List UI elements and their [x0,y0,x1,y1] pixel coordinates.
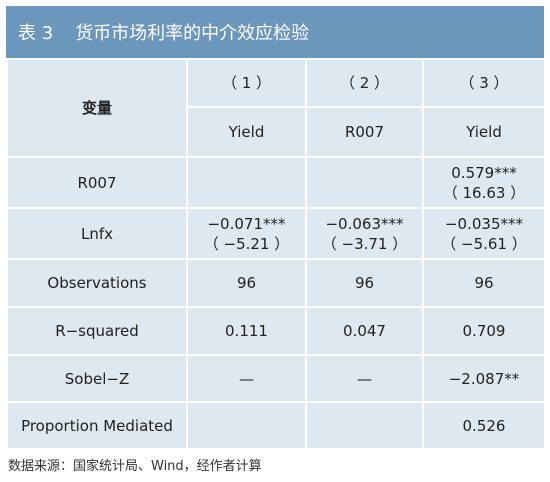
t-stat-value: （ 16.63 ） [442,183,526,202]
table-cell: 0.111 [186,306,307,356]
table-cell: 0.526 [422,401,546,450]
table-cell: −2.087** [422,354,546,403]
t-stat-value: （ −3.71 ） [321,234,408,253]
table-title: 表 3 货币市场利率的中介效应检验 [6,6,544,58]
col-dep-2: R007 [305,106,424,158]
table-cell: −0.071*** （ −5.21 ） [186,207,307,260]
table-row-sobel-z: Sobel−Z — — −2.087** [6,354,546,403]
col-dep-1: Yield [186,106,307,158]
table-cell: 96 [422,258,546,308]
table-cell [305,156,424,209]
table-cell [186,401,307,450]
table-cell [186,156,307,209]
col-dep-3: Yield [422,106,546,158]
coef-value: −0.035*** [444,214,523,233]
t-stat-value: （ −5.21 ） [203,234,290,253]
table-row-r007: R007 0.579*** （ 16.63 ） [6,156,546,209]
table-row-r-squared: R−squared 0.111 0.047 0.709 [6,306,546,356]
regression-table: 变量 （ 1 ） （ 2 ） （ 3 ） Yield R007 Yield R0… [6,58,546,450]
table-cell: 0.047 [305,306,424,356]
table-cell [305,401,424,450]
table-row-lnfx: Lnfx −0.071*** （ −5.21 ） −0.063*** （ −3.71… [6,207,546,260]
coef-value: −0.063*** [325,214,404,233]
row-label: R−squared [6,306,188,356]
coef-value: −0.071*** [207,214,286,233]
row-label: R007 [6,156,188,209]
table-cell: −0.035*** （ −5.61 ） [422,207,546,260]
header-row-numbers: 变量 （ 1 ） （ 2 ） （ 3 ） [6,58,546,158]
table-number: 表 3 [18,23,54,44]
data-source-note: 数据来源：国家统计局、Wind，经作者计算 [8,459,262,474]
row-label: Observations [6,258,188,308]
table-cell: — [186,354,307,403]
row-label: Lnfx [6,207,188,260]
table-row-proportion-mediated: Proportion Mediated 0.526 [6,401,546,450]
table-cell: 0.579*** （ 16.63 ） [422,156,546,209]
row-label: Sobel−Z [6,354,188,403]
table-row-observations: Observations 96 96 96 [6,258,546,308]
table-cell: −0.063*** （ −3.71 ） [305,207,424,260]
col-number-3: （ 3 ） [422,58,546,108]
coef-value: 0.579*** [451,163,517,182]
table-caption: 货币市场利率的中介效应检验 [75,23,310,44]
table-cell: 96 [186,258,307,308]
col-number-2: （ 2 ） [305,58,424,108]
table-cell: 0.709 [422,306,546,356]
header-row-dependents: Yield R007 Yield [7,106,546,158]
row-label: Proportion Mediated [6,401,188,450]
table-cell: — [305,354,424,403]
table-cell: 96 [305,258,424,308]
variable-header: 变量 [6,58,188,158]
col-number-1: （ 1 ） [186,58,307,108]
t-stat-value: （ −5.61 ） [441,234,527,253]
